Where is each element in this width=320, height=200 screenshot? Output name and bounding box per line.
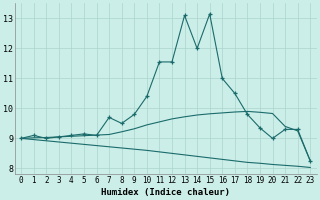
X-axis label: Humidex (Indice chaleur): Humidex (Indice chaleur) — [101, 188, 230, 197]
